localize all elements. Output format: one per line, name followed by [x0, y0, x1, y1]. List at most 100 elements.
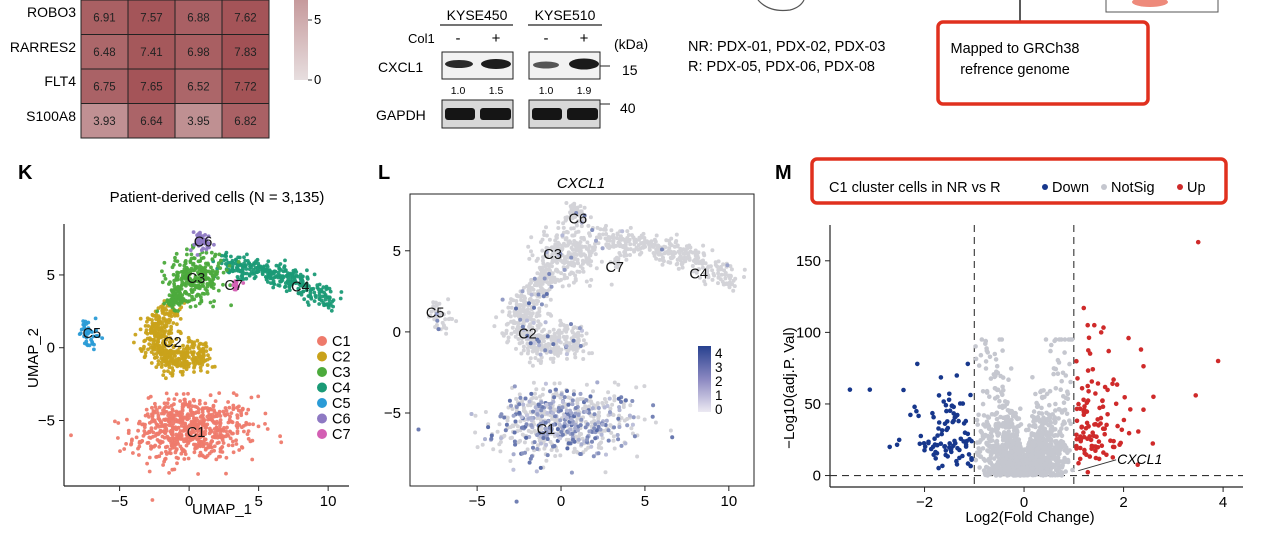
cell-point [245, 432, 250, 436]
cell-point [181, 347, 186, 352]
cell-point [253, 261, 258, 266]
expressing-cell [536, 292, 541, 297]
cell-point [89, 337, 93, 342]
cell-point [729, 267, 734, 272]
cell-point [157, 315, 162, 320]
expressing-cell [595, 380, 600, 385]
cell-point [575, 416, 580, 421]
expressing-cell [568, 408, 572, 413]
expressing-cell [509, 403, 513, 408]
cell-point [553, 351, 557, 356]
cell-point [227, 417, 232, 422]
cell-point [552, 331, 557, 336]
cell-point [164, 452, 169, 456]
expressing-cell [536, 402, 541, 407]
cell-point [212, 282, 216, 287]
cell-point [206, 353, 210, 358]
expressing-cell [607, 396, 612, 401]
cell-point [242, 264, 247, 269]
cluster-label: C4 [689, 266, 708, 282]
cell-point [584, 279, 589, 284]
cell-point [207, 356, 212, 361]
expressing-cell [552, 444, 557, 448]
cell-point [146, 347, 150, 352]
cell-point [200, 453, 204, 458]
cell-point [454, 319, 459, 324]
cell-point [155, 341, 160, 345]
cell-point [581, 269, 586, 274]
cell-point [608, 260, 613, 265]
heatmap-value: 6.82 [234, 116, 256, 128]
expressing-cell [517, 410, 522, 415]
cell-point [183, 259, 188, 263]
cell-point [217, 411, 222, 416]
gene-point [1067, 418, 1072, 424]
cell-point [587, 283, 592, 288]
cell-point [570, 329, 575, 334]
volcano-legend: Down NotSig Up [1042, 180, 1206, 196]
expressing-cell [542, 276, 547, 281]
cell-point [153, 356, 158, 360]
cell-point [561, 323, 566, 328]
cell-points [69, 230, 344, 502]
cell-point [212, 299, 217, 303]
expressing-cell [524, 435, 529, 440]
cell-point [578, 209, 582, 214]
expressing-cell [569, 470, 574, 475]
cell-point [324, 284, 329, 289]
expressing-cell [603, 423, 608, 427]
cell-point [191, 358, 196, 363]
expressing-cell [511, 413, 516, 418]
cell-point [229, 411, 234, 415]
cell-point [473, 430, 478, 435]
cell-point [160, 269, 164, 274]
cell-point [549, 264, 554, 269]
cell-point [686, 253, 691, 258]
cell-point [653, 420, 658, 425]
expression-colorbar [698, 346, 711, 412]
cell-point [231, 391, 236, 395]
legend-label: NotSig [1111, 180, 1155, 196]
colorbar-tick: 0 [314, 72, 321, 87]
cell-point [151, 434, 155, 439]
y-tick-label: 5 [393, 243, 401, 260]
legend-swatch [317, 351, 327, 362]
cell-point [510, 435, 514, 440]
cell-point [510, 325, 515, 330]
cell-point [197, 259, 202, 264]
expressing-cell [566, 402, 571, 407]
cell-point [581, 338, 586, 343]
lane-sign: - [456, 30, 461, 47]
cell-point [576, 245, 581, 250]
cell-point [553, 246, 558, 251]
expressing-cell [576, 437, 581, 442]
cell-point [250, 457, 255, 462]
legend-label: Up [1187, 180, 1206, 196]
cell-point [505, 415, 510, 420]
cell-point [192, 283, 197, 287]
expressing-cell [489, 433, 494, 438]
cell-point [305, 277, 310, 281]
cell-point [157, 405, 162, 410]
cell-point [158, 320, 162, 325]
cell-point [147, 342, 152, 346]
cell-point [200, 276, 205, 281]
expressing-cell [521, 402, 526, 407]
expressing-cell [562, 424, 567, 429]
cell-point [254, 269, 259, 274]
cell-point [227, 264, 232, 268]
cell-point [628, 247, 633, 252]
cell-point [698, 260, 703, 265]
cell-point [612, 446, 617, 451]
cell-point [573, 256, 578, 261]
cell-point [203, 233, 208, 237]
cell-point [235, 413, 240, 418]
cell-point [161, 305, 165, 310]
cell-point [203, 429, 208, 434]
cell-point [554, 390, 559, 395]
expressing-cell [513, 442, 518, 447]
expressing-cell [570, 431, 575, 436]
gene-point [1062, 455, 1067, 461]
y-tick-label: 5 [47, 267, 55, 284]
cell-point [180, 414, 184, 419]
